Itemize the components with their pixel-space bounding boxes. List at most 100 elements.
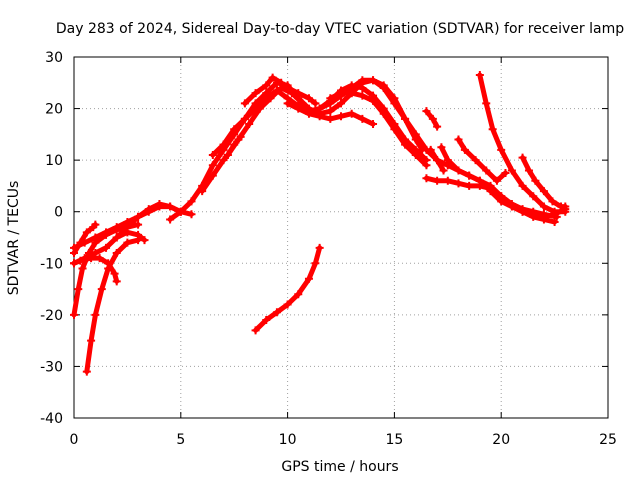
data-point [70,310,78,319]
data-point [411,150,420,159]
data-point [304,109,313,118]
data-point [460,145,469,154]
series-arc-11 [283,99,378,129]
data-point [454,179,463,188]
data-point [245,120,254,129]
data-point [91,238,100,247]
data-point [497,145,506,154]
series-arc-16 [518,153,570,211]
data-point [422,174,431,183]
data-point [208,161,217,170]
data-point [236,132,245,141]
data-point [155,199,164,208]
data-point [379,109,388,118]
series-arc-21 [422,174,561,221]
x-tick-label: 10 [279,432,297,448]
data-point [358,83,367,92]
data-point [369,76,378,85]
data-point [283,300,292,309]
data-point [358,114,367,123]
data-point [76,256,85,265]
data-point [223,150,232,159]
y-tick-label: -30 [40,359,63,375]
data-point [315,243,324,252]
series-line [477,72,568,215]
data-point [488,125,497,134]
y-tick-label: 0 [54,205,63,221]
data-point [454,166,463,175]
data-point [198,187,207,196]
series-arc-20 [454,135,510,185]
data-point [304,274,313,283]
data-point [166,202,175,211]
data-point [134,220,143,229]
data-point [123,238,132,247]
series-arc-13 [326,89,431,170]
y-tick-label: 20 [45,102,63,118]
series-arc-17 [422,107,442,131]
y-tick-label: 10 [45,153,63,169]
data-point [475,71,484,80]
data-series [70,71,570,376]
data-point [401,140,410,149]
data-point [454,135,463,144]
y-tick-labels: 30 20 10 0 -10 -20 -30 -40 [40,50,63,427]
data-point [219,140,228,149]
series-arc-6 [70,220,100,257]
data-point [97,285,106,294]
data-point [471,156,480,165]
data-point [561,205,570,214]
data-point [272,308,281,317]
data-point [76,238,85,247]
series-arc-5 [70,254,121,286]
series-arc-22 [198,132,245,196]
data-point [82,228,91,237]
data-point [358,76,367,85]
data-point [251,89,260,98]
data-point [277,78,286,87]
data-point [390,125,399,134]
data-point [176,207,185,216]
data-point [268,73,277,82]
data-point [379,81,388,90]
y-tick-label: -10 [40,256,63,272]
data-point [230,125,239,134]
data-point [531,176,540,185]
data-point [251,326,260,335]
data-point [294,104,303,113]
data-point [262,316,271,325]
series-arc-8 [208,81,431,165]
data-point [337,99,345,108]
data-point [240,114,249,123]
x-tick-label: 0 [70,432,79,448]
data-point [304,94,313,103]
data-point [439,166,448,175]
data-point [326,107,335,116]
data-point [507,199,516,208]
series-line [520,155,568,210]
data-point [475,181,484,190]
data-point [518,205,527,214]
data-point [443,176,452,185]
series-arc-18 [426,145,448,175]
series-line [327,90,429,168]
data-point [311,99,320,108]
data-point [518,181,527,190]
data-point [294,89,303,98]
y-tick-label: 30 [45,50,63,66]
series-line [253,245,323,333]
data-point [70,248,78,257]
data-point [315,112,324,121]
data-point [102,230,111,239]
data-point [91,220,100,229]
y-axis-title: SDTVAR / TECUs [6,181,22,296]
data-point [548,197,557,206]
data-point [283,99,292,108]
data-point [390,94,399,103]
data-point [315,104,324,113]
data-point [219,156,228,165]
data-point [70,259,78,268]
data-point [422,107,431,116]
data-point [87,254,96,263]
